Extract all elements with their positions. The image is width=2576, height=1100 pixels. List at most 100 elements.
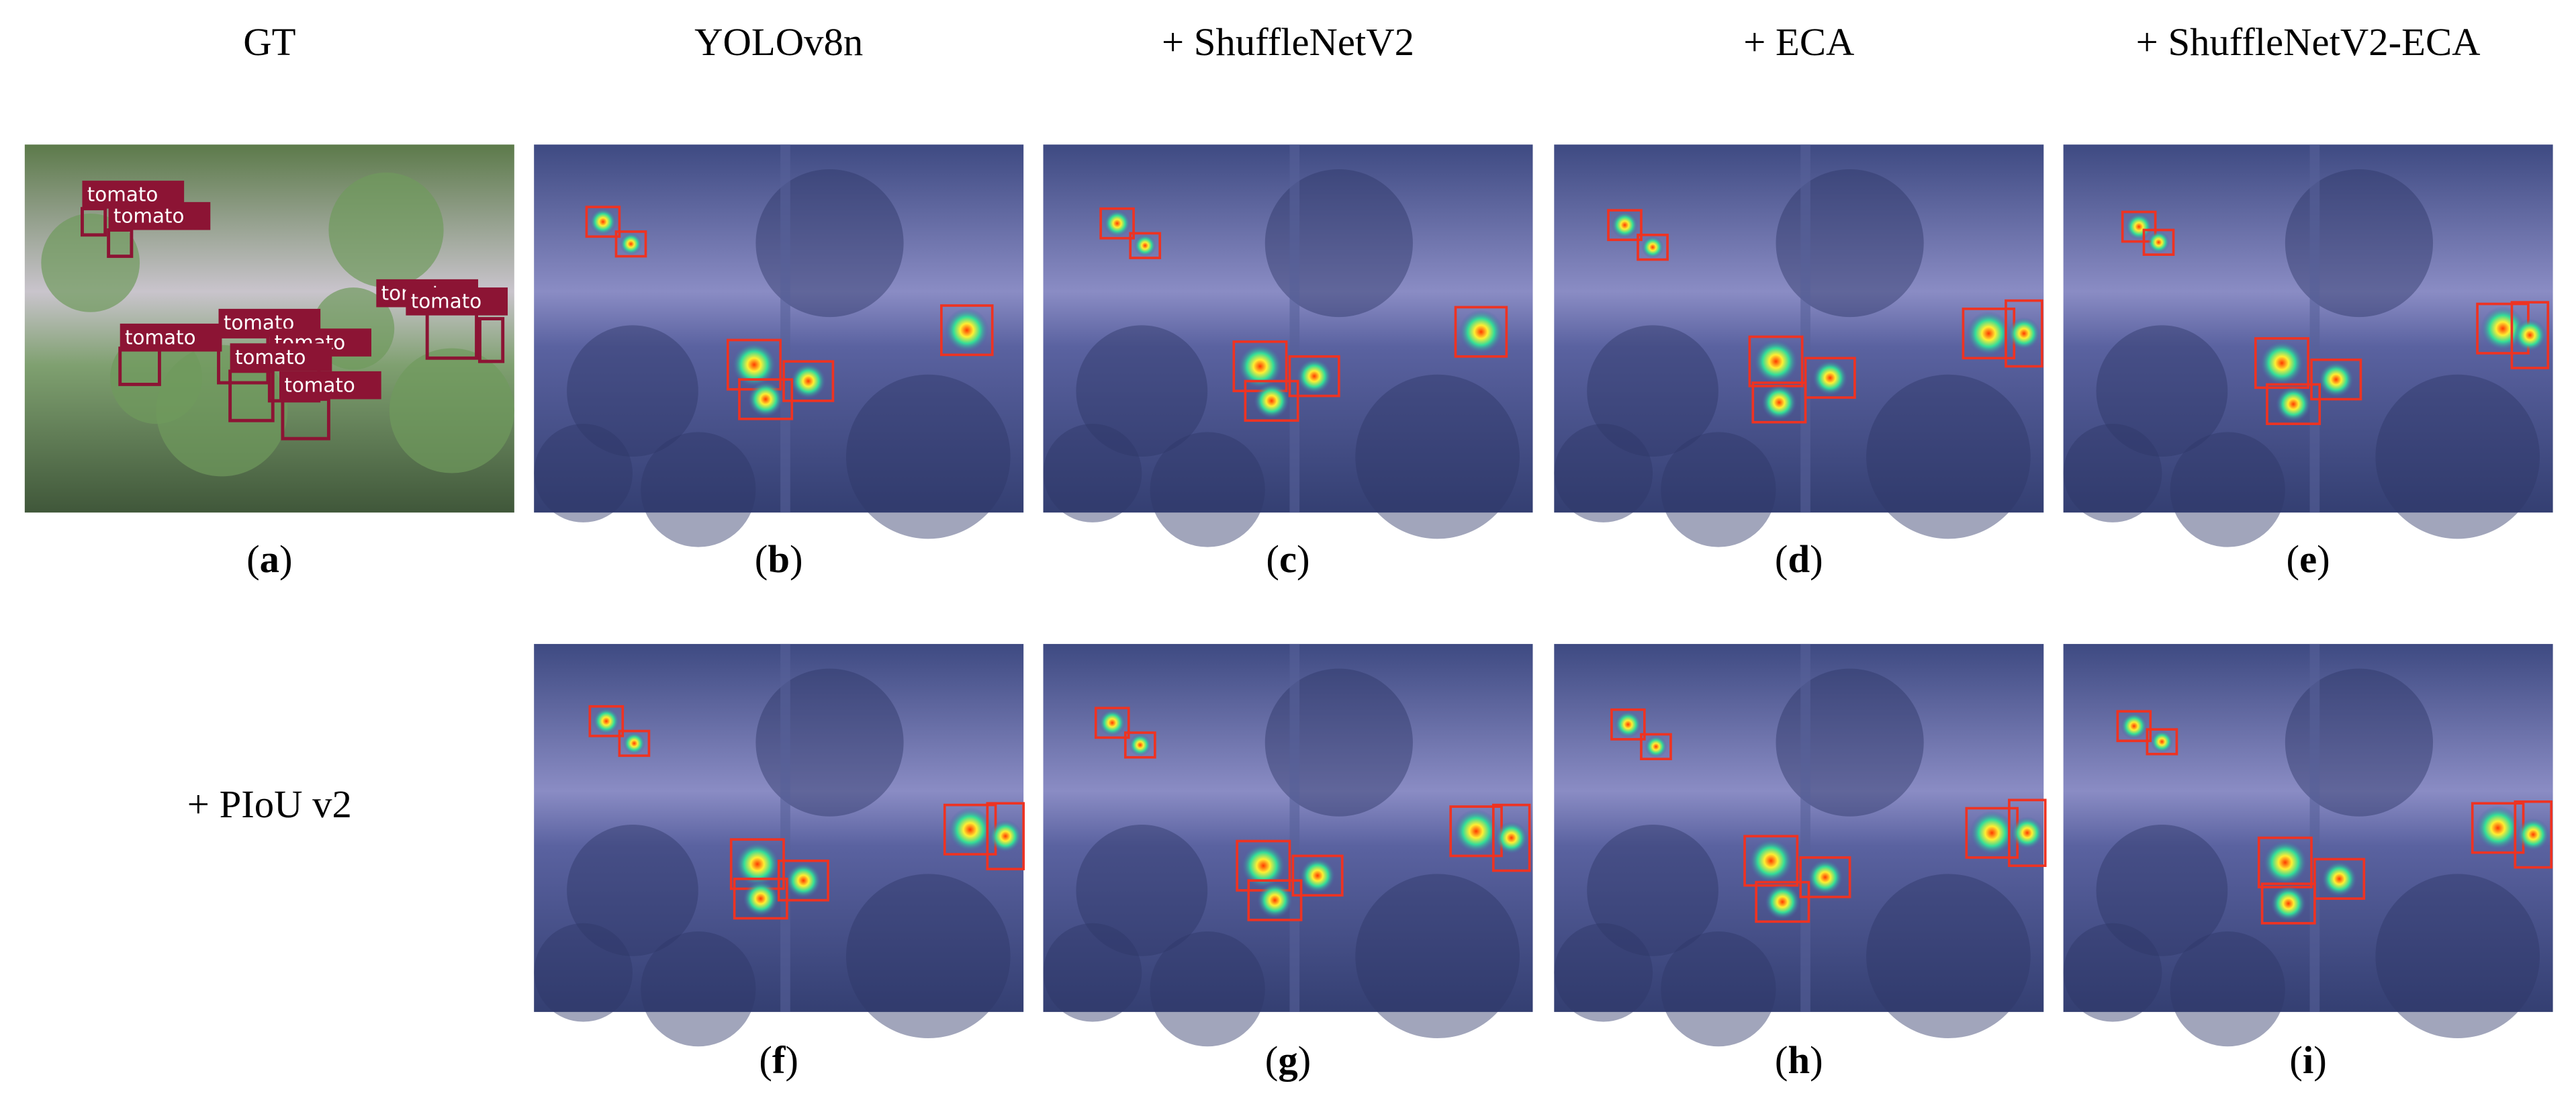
detection-box: [2313, 858, 2366, 900]
detection-box: [738, 378, 794, 420]
panel-label: (c): [1266, 538, 1309, 582]
heat-blob: [1966, 311, 2011, 356]
leaf-shadow: [1661, 931, 1776, 1047]
leaf-shadow: [2063, 424, 2162, 522]
leaf-shadow: [1661, 432, 1776, 547]
heat-blob: [592, 708, 620, 735]
panel-label: (b): [755, 538, 803, 582]
heat-blob: [1970, 811, 2015, 856]
gt-label-bg: [230, 343, 332, 371]
detection-box: [2254, 337, 2309, 389]
heat-blob: [1257, 882, 1293, 918]
leaf: [328, 172, 444, 288]
detection-box: [1755, 880, 1810, 923]
leaf-shadow: [1076, 825, 1208, 956]
leaf-shadow: [755, 169, 904, 318]
detection-box: [1247, 879, 1303, 921]
leaf-shadow: [2285, 668, 2434, 817]
leaf-shadow: [1587, 825, 1718, 956]
heat-blob: [944, 308, 989, 353]
gt-label: tomato: [113, 204, 184, 227]
heat-blob: [743, 880, 779, 917]
heat-blob: [2120, 713, 2148, 740]
stem: [1800, 144, 1810, 513]
leaf-shadow: [1355, 374, 1520, 539]
leaf-shadow: [2375, 874, 2540, 1039]
detection-box: [2008, 798, 2047, 868]
leaf-shadow: [641, 931, 756, 1047]
heat-blob: [1103, 210, 1131, 237]
heat-blob: [731, 342, 776, 387]
gt-label: tomato: [125, 326, 195, 349]
leaf-shadow: [845, 374, 1011, 539]
gt-label: tomato: [235, 346, 306, 369]
leaf-shadow: [755, 668, 904, 817]
stem: [780, 144, 790, 513]
detection-box: [782, 360, 835, 402]
leaf-shadow: [2375, 374, 2540, 539]
leaf-shadow: [2063, 923, 2162, 1022]
heat-blob: [1753, 339, 1798, 384]
heat-blob: [1495, 821, 1528, 854]
heat-blob: [2011, 817, 2044, 850]
heat-blob: [1299, 858, 1336, 894]
detection-box: [1799, 856, 1851, 899]
heat-blob: [1764, 884, 1800, 920]
heat-blob: [1241, 843, 1286, 888]
leaf-shadow: [1043, 424, 1142, 522]
detection-box: [2510, 301, 2550, 369]
detection-box: [2146, 728, 2178, 755]
detection-box: [1244, 379, 1299, 422]
detection-box: [614, 230, 647, 258]
panel-label: (i): [2289, 1039, 2326, 1083]
heat-blob: [2262, 840, 2307, 885]
heatmap-image: [2063, 144, 2553, 513]
heat-blob: [2514, 318, 2546, 352]
leaf-shadow: [1264, 169, 1413, 318]
gt-label: tomato: [411, 290, 481, 313]
detection-box: [2142, 228, 2175, 257]
detection-box: [2260, 882, 2316, 925]
detection-box: [777, 859, 829, 902]
heat-blob: [1611, 212, 1639, 238]
leaf-shadow: [567, 825, 698, 956]
panel-label: (g): [1265, 1039, 1311, 1083]
detection-box: [2310, 358, 2362, 401]
heat-blob: [747, 381, 784, 417]
panel-label: (h): [1775, 1039, 1823, 1083]
detection-box: [588, 705, 625, 737]
leaf-shadow: [567, 325, 698, 457]
heat-blob: [2125, 213, 2152, 240]
leaf-shadow: [2285, 169, 2434, 318]
detection-box: [1743, 835, 1799, 887]
stem: [1800, 643, 1810, 1012]
heat-blob: [1459, 310, 1504, 355]
stem: [1289, 643, 1300, 1012]
gt-label-bg: [120, 323, 222, 352]
heat-blob: [2007, 317, 2041, 350]
leaf-shadow: [1150, 432, 1265, 547]
gt-label: tomato: [284, 373, 355, 396]
heat-blob: [1812, 360, 1848, 396]
leaf-shadow: [2096, 325, 2228, 457]
heat-blob: [1641, 236, 1664, 259]
column-header: + ShuffleNetV2-ECA: [2136, 20, 2481, 64]
heat-blob: [989, 819, 1022, 853]
detection-box: [1640, 733, 1672, 760]
leaf-shadow: [1587, 325, 1718, 457]
leaf-shadow: [534, 923, 633, 1022]
heat-blob: [1749, 838, 1794, 883]
heat-blob: [2147, 231, 2170, 254]
heat-blob: [1645, 735, 1667, 758]
heat-blob: [1614, 711, 1642, 738]
detection-box: [618, 729, 651, 758]
heat-blob: [1134, 234, 1156, 257]
stem: [1289, 144, 1300, 513]
detection-box: [1099, 207, 1135, 240]
heat-blob: [2150, 730, 2173, 753]
panel-label: (f): [759, 1039, 798, 1083]
heat-blob: [2480, 306, 2526, 351]
row-label: + PIoU v2: [187, 782, 352, 826]
stem: [780, 643, 790, 1012]
